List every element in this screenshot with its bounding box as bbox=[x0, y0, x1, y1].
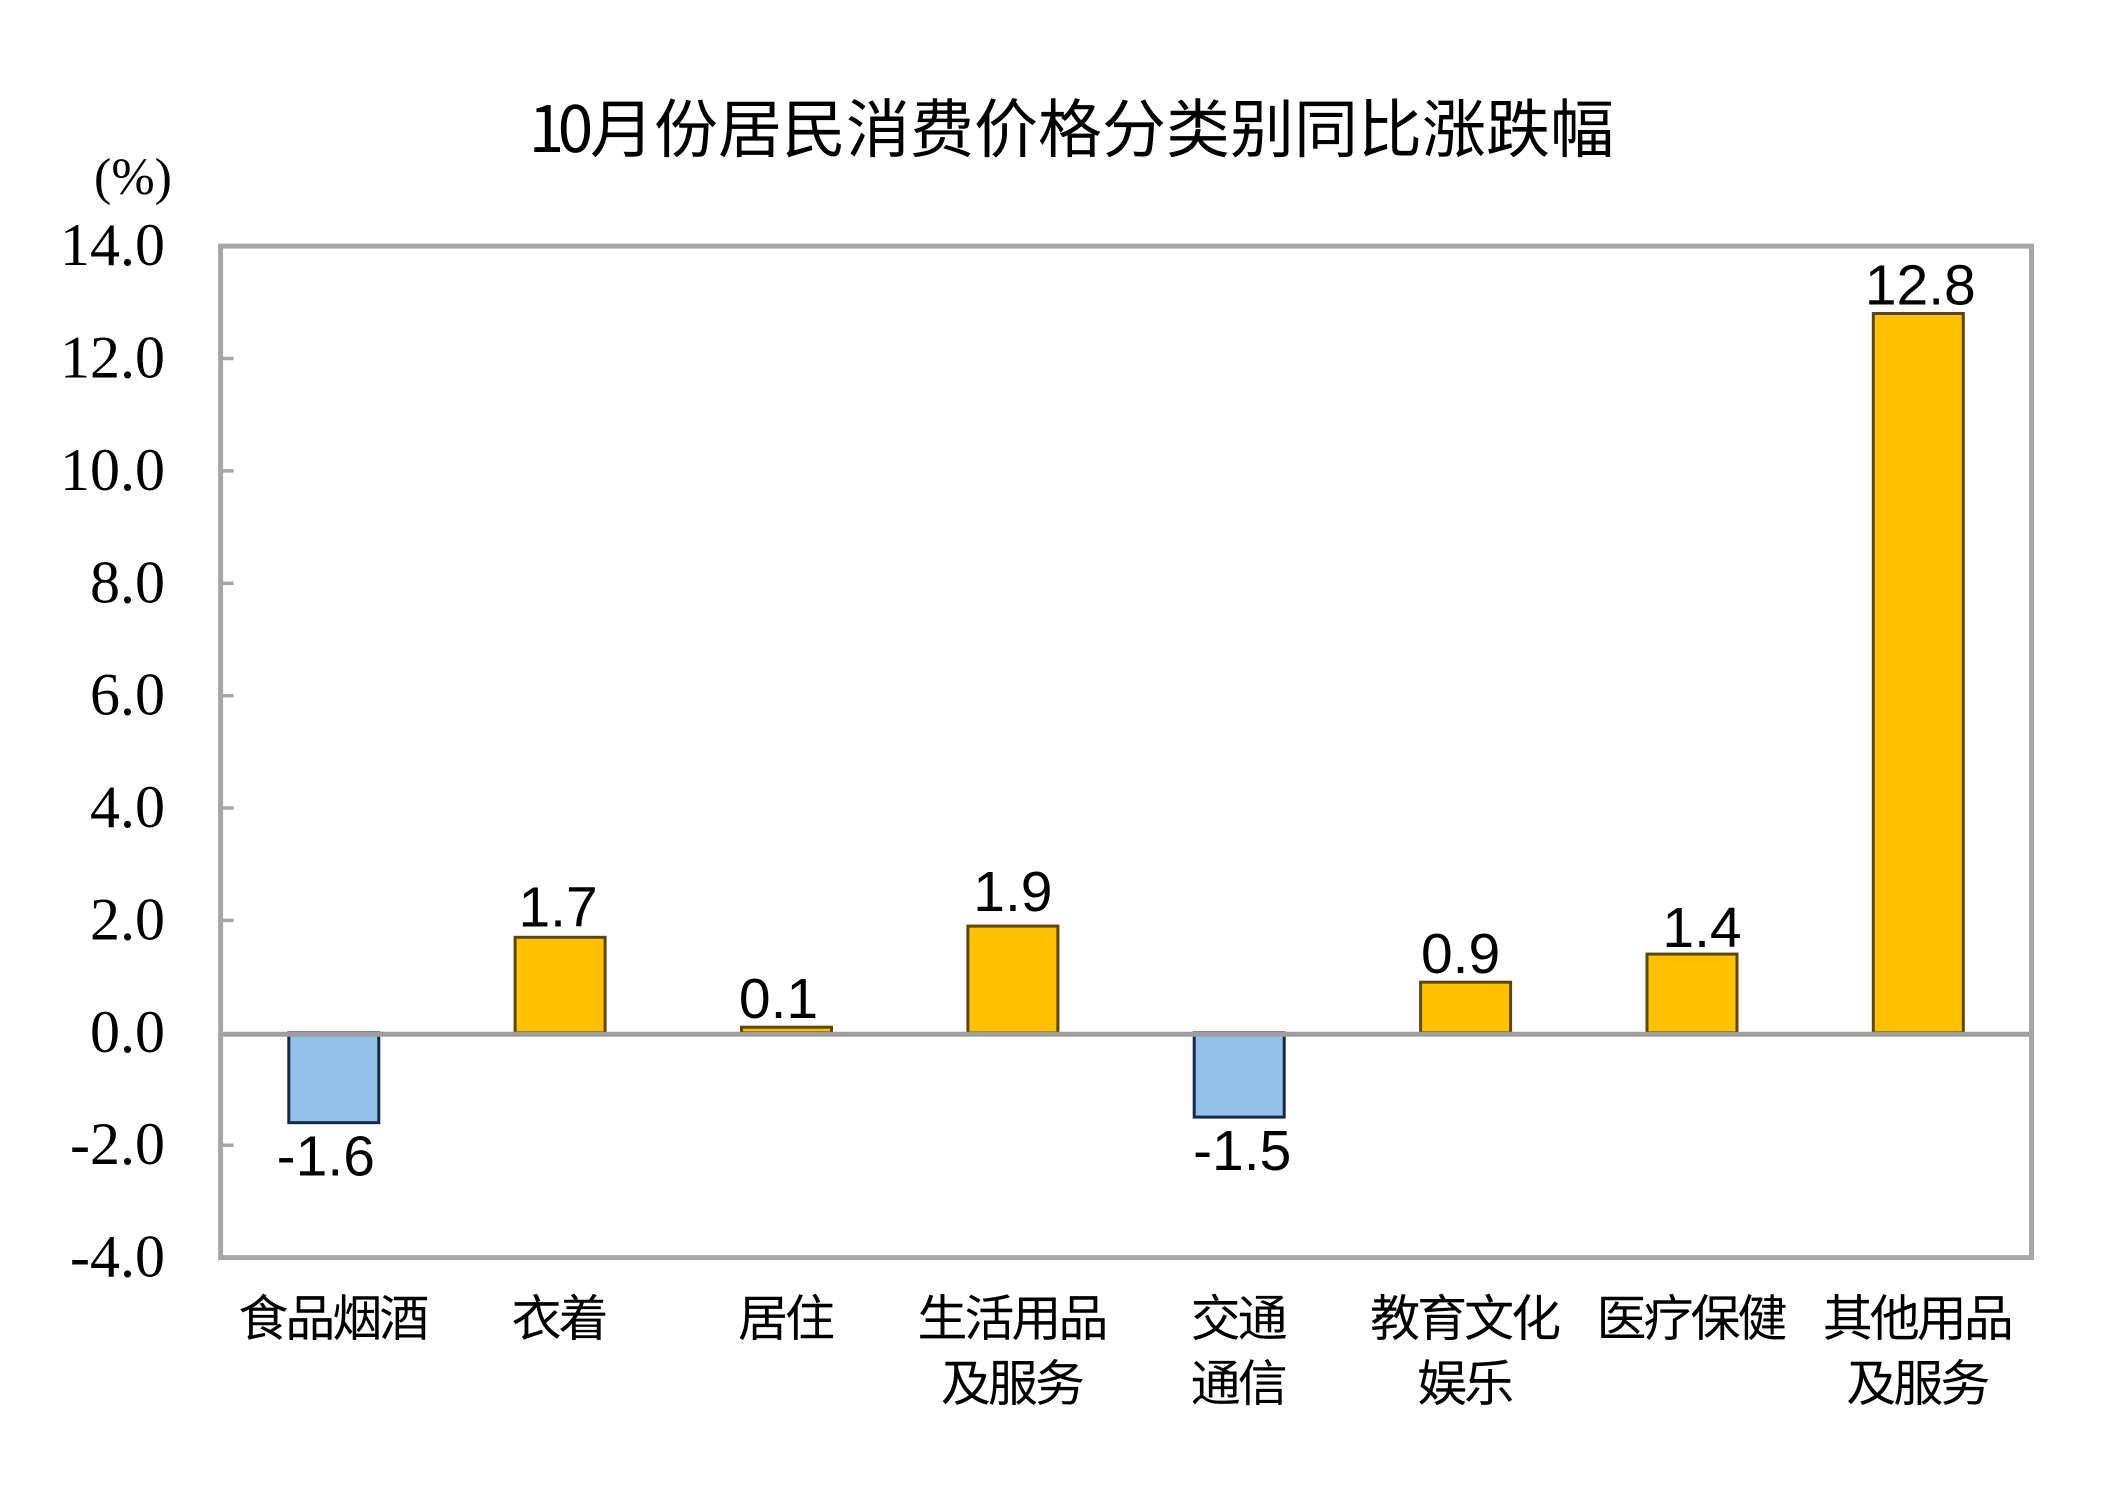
svg-text:4.0: 4.0 bbox=[90, 774, 165, 840]
svg-text:10.0: 10.0 bbox=[60, 437, 165, 503]
svg-text:-2.0: -2.0 bbox=[70, 1111, 165, 1177]
svg-text:0.0: 0.0 bbox=[90, 999, 165, 1065]
svg-text:8.0: 8.0 bbox=[90, 549, 165, 615]
svg-text:12.0: 12.0 bbox=[60, 325, 165, 391]
svg-text:-1.5: -1.5 bbox=[1193, 1119, 1291, 1183]
svg-text:14.0: 14.0 bbox=[60, 212, 165, 278]
svg-text:-4.0: -4.0 bbox=[70, 1224, 165, 1290]
svg-text:12.8: 12.8 bbox=[1865, 254, 1976, 318]
svg-text:1.9: 1.9 bbox=[973, 860, 1052, 924]
svg-text:1.7: 1.7 bbox=[518, 875, 597, 939]
svg-text:0.1: 0.1 bbox=[739, 967, 818, 1031]
svg-text:(%): (%) bbox=[94, 149, 172, 206]
svg-text:-1.6: -1.6 bbox=[277, 1125, 375, 1189]
svg-text:1.4: 1.4 bbox=[1662, 896, 1741, 960]
svg-text:6.0: 6.0 bbox=[90, 662, 165, 728]
svg-text:2.0: 2.0 bbox=[90, 886, 165, 952]
svg-text:0.9: 0.9 bbox=[1421, 922, 1500, 986]
